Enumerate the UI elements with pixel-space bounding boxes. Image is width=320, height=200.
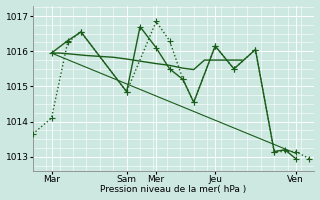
X-axis label: Pression niveau de la mer( hPa ): Pression niveau de la mer( hPa ) — [100, 185, 247, 194]
